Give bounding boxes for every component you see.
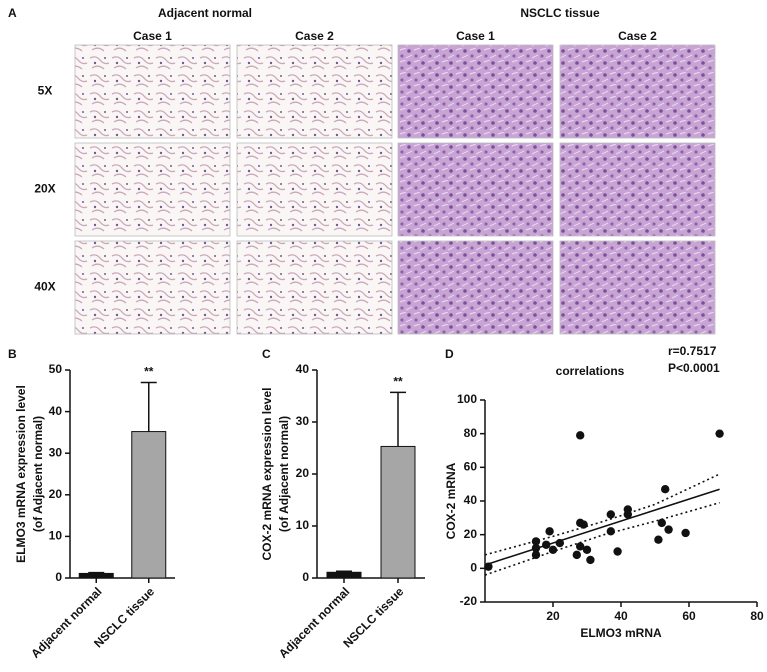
- y-tick-label: 10: [296, 518, 310, 532]
- significance: **: [393, 375, 403, 389]
- confidence-band: [484, 501, 720, 576]
- y-tick-label: 0: [302, 570, 309, 584]
- row-label: 40X: [34, 280, 55, 294]
- x-tick-label: Adjacent normal: [276, 584, 352, 660]
- point: [661, 485, 670, 494]
- y-tick-label: 80: [464, 426, 478, 440]
- error-bar: [140, 381, 157, 432]
- y-tick-label: 20: [296, 466, 310, 480]
- y-tick-label: 40: [464, 493, 478, 507]
- point: [572, 550, 581, 560]
- x-tick-label: 40: [614, 609, 628, 623]
- y-axis-label: (of Adjacent normal): [31, 416, 45, 532]
- bar: [380, 445, 416, 579]
- point: [531, 550, 541, 560]
- panel-label: C: [262, 347, 271, 361]
- point: [531, 537, 541, 546]
- row-label: 5X: [38, 84, 53, 98]
- y-axis-label: COX-2 mRNA expression level: [260, 388, 274, 561]
- bar: [131, 431, 167, 579]
- y-tick-label: 40: [49, 404, 63, 418]
- chart-title: correlations: [556, 364, 625, 378]
- y-tick-label: 50: [49, 362, 63, 376]
- column-header: Case 1: [456, 29, 495, 43]
- column-header: Case 2: [295, 29, 334, 43]
- y-axis-label: (of Adjacent normal): [277, 416, 291, 532]
- y-tick-label: 0: [55, 570, 62, 584]
- point: [715, 429, 724, 438]
- point: [613, 547, 622, 556]
- group-title: Adjacent normal: [158, 6, 252, 20]
- point: [548, 545, 558, 555]
- y-tick-label: 30: [49, 445, 63, 459]
- x-axis-label: ELMO3 mRNA: [580, 626, 662, 640]
- histology-image: [236, 44, 393, 139]
- x-tick-label: 60: [682, 609, 696, 623]
- panel-label: A: [8, 6, 17, 20]
- error-bar: [88, 571, 105, 574]
- error-bar: [336, 570, 352, 573]
- stat-label: P<0.0001: [668, 361, 720, 375]
- y-axis-label: ELMO3 mRNA expression level: [14, 385, 28, 563]
- point: [586, 555, 595, 565]
- y-tick-label: 0: [470, 561, 477, 575]
- point: [545, 527, 554, 536]
- x-tick-label: 80: [750, 609, 764, 623]
- y-tick-label: 20: [49, 487, 63, 501]
- point: [664, 525, 673, 534]
- point: [579, 520, 588, 529]
- y-axis-label: COX-2 mRNA: [444, 462, 458, 539]
- group-title: NSCLC tissue: [520, 6, 600, 20]
- point: [582, 545, 592, 555]
- y-tick-label: 20: [464, 527, 478, 541]
- histology-image: [74, 142, 231, 237]
- y-tick-label: 60: [464, 460, 478, 474]
- bar: [78, 572, 114, 579]
- bar: [326, 571, 362, 579]
- y-tick-label: 30: [296, 414, 310, 428]
- histology-image: [74, 44, 231, 139]
- histology-image: [559, 44, 716, 139]
- point: [555, 538, 564, 548]
- significance: **: [144, 365, 154, 379]
- histology-image: [236, 240, 393, 335]
- histology-image: [74, 240, 231, 335]
- panel-label: B: [8, 347, 17, 361]
- point: [681, 528, 690, 538]
- panel-label: D: [445, 347, 454, 361]
- row-label: 20X: [34, 182, 55, 196]
- histology-image: [236, 142, 393, 237]
- point: [531, 543, 541, 553]
- point: [606, 527, 615, 536]
- histology-image: [397, 44, 554, 139]
- point: [576, 542, 585, 551]
- x-tick-label: Adjacent normal: [28, 584, 104, 660]
- regression-line: [484, 488, 720, 566]
- y-tick-label: 10: [49, 529, 63, 543]
- point: [654, 535, 663, 544]
- point: [623, 510, 632, 519]
- point: [606, 510, 615, 519]
- histology-image: [559, 240, 716, 335]
- point: [657, 518, 666, 528]
- histology-image: [397, 240, 554, 335]
- point: [576, 431, 585, 440]
- confidence-band: [484, 473, 720, 556]
- y-tick-label: 40: [296, 362, 310, 376]
- x-tick-label: 20: [546, 609, 560, 623]
- point: [484, 562, 493, 571]
- point: [542, 540, 551, 549]
- column-header: Case 2: [618, 29, 657, 43]
- error-bar: [390, 391, 406, 447]
- y-tick-label: 100: [457, 392, 477, 406]
- column-header: Case 1: [133, 29, 172, 43]
- histology-image: [397, 142, 554, 237]
- y-tick-label: -20: [460, 594, 478, 608]
- stat-label: r=0.7517: [668, 344, 717, 358]
- histology-image: [559, 142, 716, 237]
